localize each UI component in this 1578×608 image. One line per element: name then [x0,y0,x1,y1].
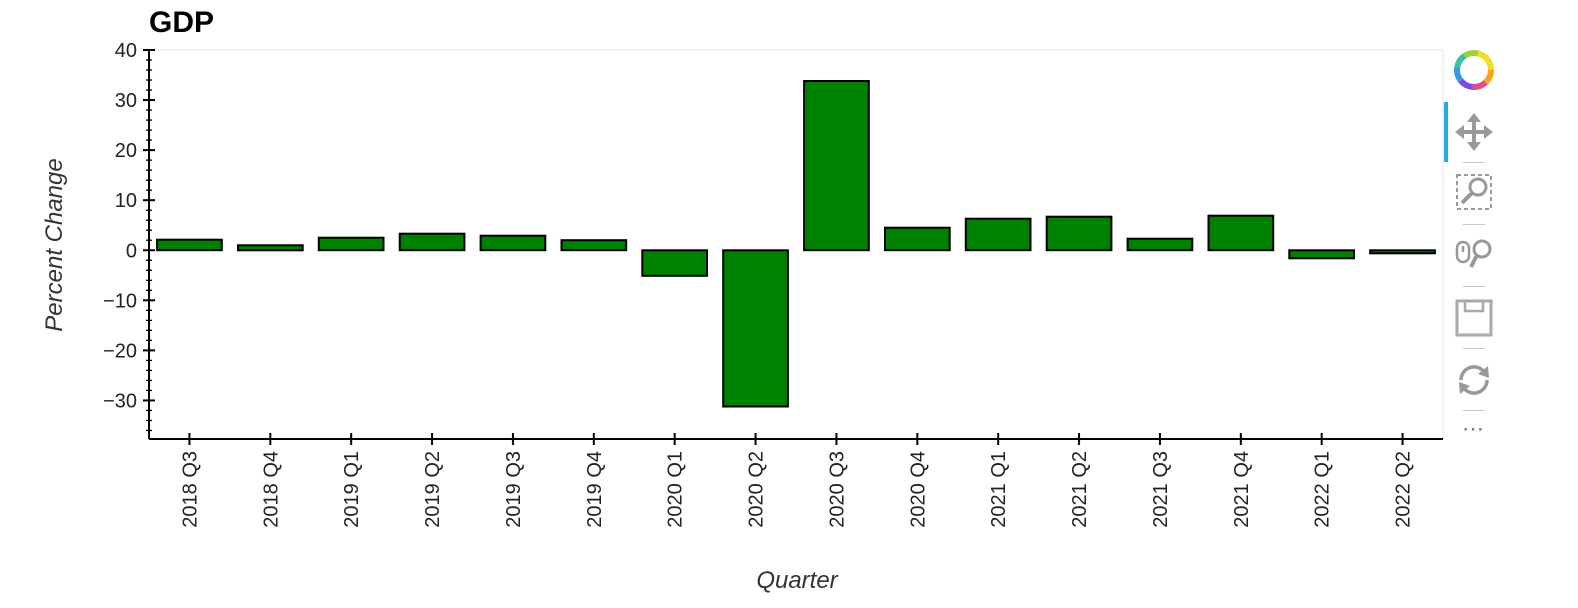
save-icon[interactable] [1450,294,1498,342]
x-tick-label: 2020 Q4 [907,451,929,528]
x-tick-label: 2020 Q1 [665,451,687,528]
bar [641,249,708,277]
more-tools-button[interactable]: ⋯ [1462,416,1486,441]
active-tool-indicator [1444,102,1448,162]
y-tick-label: −20 [103,340,137,362]
x-tick-label: 2022 Q1 [1312,451,1334,528]
bar [237,244,304,252]
bar [479,234,547,252]
box-zoom-icon[interactable] [1450,168,1498,216]
bar [1126,237,1194,252]
toolbar: ⋯ [1444,46,1504,446]
y-axis: −30 −20 −10 0 10 20 30 40 [103,40,155,439]
x-tick-label: 2019 Q3 [503,451,525,528]
x-tick-label: 2020 Q3 [826,451,848,528]
bokeh-logo-icon[interactable] [1450,46,1498,94]
x-tick-label: 2021 Q2 [1069,451,1091,528]
x-tick-label: 2021 Q3 [1150,451,1172,528]
x-axis: 2018 Q3 2018 Q4 2019 Q1 2019 Q2 2019 Q3 2019 … [149,433,1443,528]
x-tick-label: 2019 Q1 [341,451,363,528]
bar [156,238,223,252]
y-tick-label: 40 [115,40,137,62]
y-tick-label: 20 [115,140,137,162]
bars-group [156,80,1436,408]
toolbar-separator [1463,162,1485,163]
chart-title: GDP [149,6,214,39]
y-tick-label: −10 [103,290,137,312]
toolbar-separator [1463,286,1485,287]
x-tick-label: 2020 Q2 [746,451,768,528]
bar [560,239,628,252]
pan-icon[interactable] [1450,108,1498,156]
x-tick-label: 2022 Q2 [1393,451,1415,528]
x-tick-label: 2019 Q2 [422,451,444,528]
x-tick-label: 2018 Q3 [179,451,201,528]
bar [398,232,466,252]
bar [317,236,385,252]
y-tick-label: 30 [115,90,137,112]
y-tick-label: −30 [103,390,137,412]
x-axis-label: Quarter [756,567,838,594]
toolbar-separator [1463,348,1485,349]
bar [803,80,870,252]
x-tick-label: 2018 Q4 [260,451,282,528]
bar [964,217,1032,252]
reset-icon[interactable] [1450,356,1498,404]
x-tick-label: 2021 Q4 [1231,451,1253,528]
y-tick-label: 0 [126,240,137,262]
wheel-zoom-icon[interactable] [1450,230,1498,278]
bar [1045,215,1113,252]
bar [722,249,789,408]
y-axis-label: Percent Change [41,158,68,331]
toolbar-separator [1463,224,1485,225]
x-tick-label: 2021 Q1 [988,451,1010,528]
bar [1288,249,1356,260]
toolbar-separator [1463,410,1485,411]
bar [884,226,951,252]
bar [1369,249,1436,255]
x-tick-label: 2019 Q4 [584,451,606,528]
y-tick-label: 10 [115,190,137,212]
bar [1207,214,1275,252]
